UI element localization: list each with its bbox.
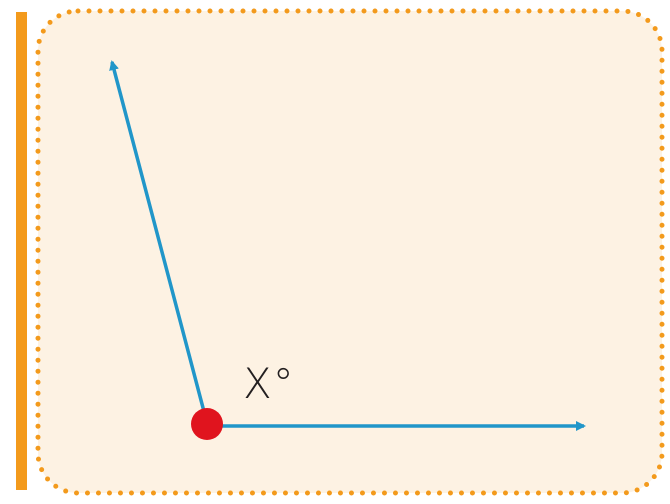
angle-label: X° (243, 359, 295, 408)
vertex-point (191, 408, 223, 440)
diagram-panel (35, 8, 665, 496)
accent-bar (16, 12, 27, 490)
ray-slanted (109, 60, 209, 424)
